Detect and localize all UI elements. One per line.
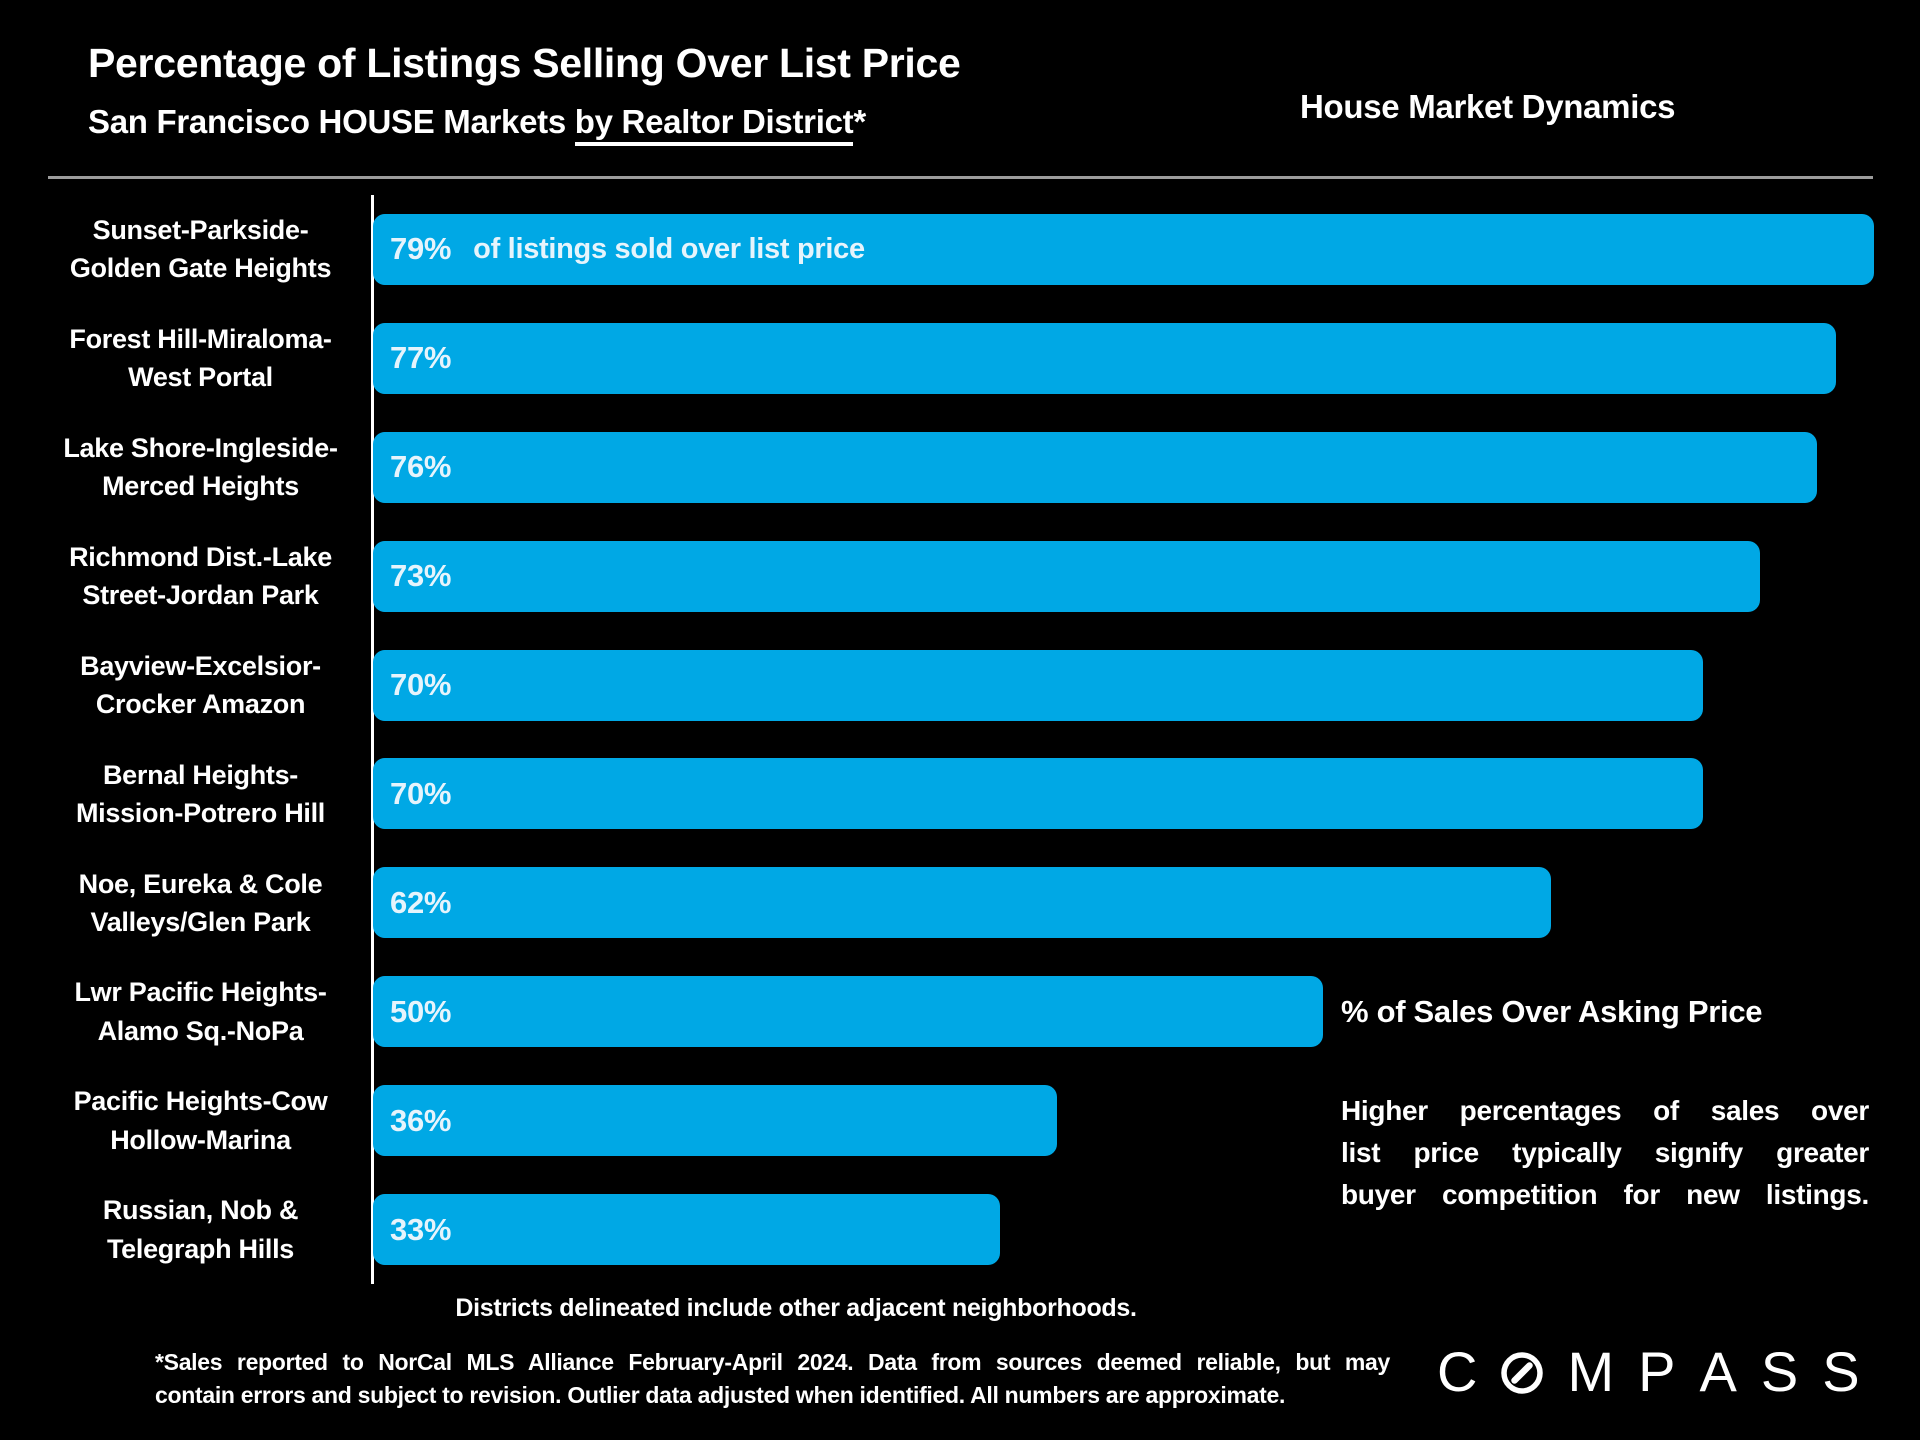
category-label: Russian, Nob & Telegraph Hills [28, 1191, 373, 1268]
category-label-line: Bayview-Excelsior- [80, 650, 321, 681]
chart-row: Noe, Eureka & Cole Valleys/Glen Park 62% [28, 848, 1893, 957]
category-label-line: Hollow-Marina [110, 1124, 291, 1155]
chart-row: Richmond Dist.-Lake Street-Jordan Park 73… [28, 522, 1893, 631]
chart-row: Bayview-Excelsior- Crocker Amazon 70% [28, 631, 1893, 740]
compass-letter: C [1437, 1340, 1478, 1403]
bar: 33% [373, 1194, 1000, 1266]
bar-track: 73% [373, 540, 1893, 612]
page-title: Percentage of Listings Selling Over List… [88, 40, 961, 86]
bar: 50% [373, 976, 1323, 1048]
top-gridline [48, 176, 1873, 179]
bar-track: 33% [373, 1194, 1893, 1266]
page-subtitle: San Francisco HOUSE Markets by Realtor D… [88, 103, 866, 146]
bar-track: 77% [373, 322, 1893, 394]
category-label: Richmond Dist.-Lake Street-Jordan Park [28, 538, 373, 615]
chart-row: Forest Hill-Miraloma- West Portal 77% [28, 304, 1893, 413]
bar-value-label: 70% [390, 775, 452, 811]
header-right-title: House Market Dynamics [1300, 88, 1676, 125]
chart-row: Bernal Heights- Mission-Potrero Hill 70% [28, 740, 1893, 849]
chart-description: Higher percentages of sales over list pr… [1341, 1095, 1869, 1210]
bar-value-label: 33% [390, 1211, 452, 1247]
bar-track: 79% of listings sold over list price [373, 213, 1893, 285]
compass-letter: S [1822, 1340, 1860, 1403]
category-label: Forest Hill-Miraloma- West Portal [28, 320, 373, 397]
subtitle-underlined: by Realtor District [574, 103, 854, 146]
category-label-line: Richmond Dist.-Lake [69, 541, 332, 572]
bar-track: 70% [373, 758, 1893, 830]
bar: 70% [373, 649, 1703, 721]
bar: 73% [373, 540, 1760, 612]
bar-track: 36% [373, 1085, 1893, 1157]
category-axis-line [371, 195, 374, 1284]
footnote-line-1: *Sales reported to NorCal MLS Alliance F… [155, 1349, 1390, 1375]
subtitle-asterisk: * [853, 103, 866, 140]
chart-rows: Sunset-Parkside- Golden Gate Heights 79% … [28, 195, 1893, 1284]
bar-value-label: 77% [390, 340, 452, 376]
bar-value-label: 50% [390, 993, 452, 1029]
bar: 36% [373, 1085, 1057, 1157]
bar-value-label: 62% [390, 884, 452, 920]
value-axis-label: % of Sales Over Asking Price [1341, 994, 1763, 1029]
category-label-line: Russian, Nob & [102, 1195, 299, 1226]
category-label-line: Mission-Potrero Hill [75, 797, 326, 828]
category-label: Noe, Eureka & Cole Valleys/Glen Park [28, 865, 373, 942]
compass-o-icon [1501, 1352, 1544, 1394]
category-label-line: Noe, Eureka & Cole [78, 868, 323, 899]
bar: 77% [373, 322, 1836, 394]
compass-letter: A [1699, 1340, 1737, 1403]
chart-row: Lwr Pacific Heights- Alamo Sq.-NoPa 50% [28, 957, 1893, 1066]
bar-value-label: 73% [390, 558, 452, 594]
category-label: Sunset-Parkside- Golden Gate Heights [28, 211, 373, 288]
bar: 62% [373, 867, 1551, 939]
chart-row: Russian, Nob & Telegraph Hills 33% [28, 1175, 1893, 1284]
category-label-line: Sunset-Parkside- [92, 215, 309, 246]
bar: 76% [373, 431, 1817, 503]
category-label-line: Lake Shore-Ingleside- [63, 432, 338, 463]
category-label-line: Golden Gate Heights [69, 253, 332, 284]
footnote-line-2: contain errors and subject to revision. … [155, 1381, 1286, 1408]
category-label: Lwr Pacific Heights- Alamo Sq.-NoPa [28, 973, 373, 1050]
bar-track: 50% [373, 976, 1893, 1048]
category-label: Pacific Heights-Cow Hollow-Marina [28, 1082, 373, 1159]
category-label-line: West Portal [128, 362, 273, 393]
footnote: *Sales reported to NorCal MLS Alliance F… [155, 1346, 1390, 1411]
bar-track: 70% [373, 649, 1893, 721]
category-label: Bernal Heights- Mission-Potrero Hill [28, 756, 373, 833]
bar-track: 62% [373, 867, 1893, 939]
compass-letter: S [1760, 1340, 1799, 1403]
compass-letter: M [1567, 1340, 1615, 1403]
category-label-line: Alamo Sq.-NoPa [97, 1015, 304, 1046]
category-label-line: Street-Jordan Park [82, 580, 319, 611]
category-label-line: Valleys/Glen Park [90, 906, 311, 937]
bar-value-label: 70% [390, 667, 452, 703]
category-label: Lake Shore-Ingleside- Merced Heights [28, 429, 373, 506]
bar-value-label: 36% [390, 1102, 452, 1138]
category-label-line: Lwr Pacific Heights- [74, 977, 327, 1008]
chart-row: Pacific Heights-Cow Hollow-Marina 36% [28, 1066, 1893, 1175]
chart-row: Lake Shore-Ingleside- Merced Heights 76% [28, 413, 1893, 522]
bar-track: 76% [373, 431, 1893, 503]
bar: 79% of listings sold over list price [373, 213, 1874, 285]
category-label-line: Bernal Heights- [102, 759, 299, 790]
category-label-line: Pacific Heights-Cow [73, 1086, 328, 1117]
bar: 70% [373, 758, 1703, 830]
category-label-line: Forest Hill-Miraloma- [69, 324, 332, 355]
subtitle-prefix: San Francisco HOUSE Markets [88, 103, 575, 140]
category-label-line: Telegraph Hills [106, 1233, 295, 1264]
bar-value-label: 76% [390, 449, 452, 485]
chart-row: Sunset-Parkside- Golden Gate Heights 79% … [28, 195, 1893, 304]
compass-letter: P [1638, 1340, 1676, 1403]
bar-annotation: of listings sold over list price [473, 232, 865, 265]
category-label: Bayview-Excelsior- Crocker Amazon [28, 647, 373, 724]
districts-note: Districts delineated include other adjac… [455, 1294, 1137, 1322]
category-label-line: Crocker Amazon [95, 689, 306, 720]
bar-value-label: 79% [390, 231, 452, 267]
category-label-line: Merced Heights [102, 471, 299, 502]
